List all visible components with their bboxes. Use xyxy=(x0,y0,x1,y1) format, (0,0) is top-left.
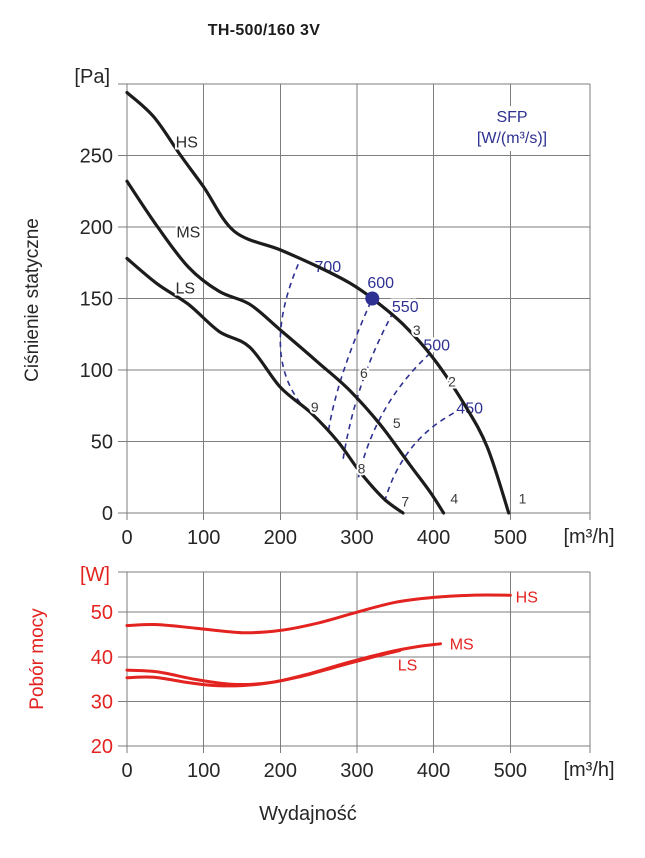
sfp-curve-550 xyxy=(342,313,393,459)
y-tick-label: 40 xyxy=(91,647,113,669)
power-axis-unit: [W] xyxy=(80,564,110,586)
curve-label-HS: HS xyxy=(176,135,198,152)
x-tick-label: 200 xyxy=(264,760,297,782)
sfp-curve-label: 550 xyxy=(392,299,419,316)
y-tick-label: 0 xyxy=(102,503,113,525)
point-label-5: 5 xyxy=(393,415,401,431)
curve-label-LS: LS xyxy=(398,658,418,675)
sfp-curve-600 xyxy=(327,298,374,431)
curve-MS xyxy=(125,642,442,687)
sfp-curve-label: 700 xyxy=(314,259,341,276)
sfp-curve-700 xyxy=(279,260,301,404)
x-tick-label: 300 xyxy=(340,760,373,782)
point-label-4: 4 xyxy=(450,491,458,507)
curve-HS xyxy=(125,90,511,515)
sfp-legend-title: SFP xyxy=(496,109,528,126)
x-tick-label: 500 xyxy=(494,527,527,549)
x-tick-label: 0 xyxy=(121,527,132,549)
y-tick-label: 20 xyxy=(91,736,113,758)
curve-MS xyxy=(125,179,446,515)
curve-LS xyxy=(125,649,402,688)
power-axis-title: Pobór mocy xyxy=(27,608,48,710)
curve-HS xyxy=(125,593,512,635)
x-tick-label: 300 xyxy=(340,527,373,549)
x-tick-label: 400 xyxy=(417,527,450,549)
x-tick-label: 100 xyxy=(187,760,220,782)
curve-label-HS: HS xyxy=(516,589,538,606)
point-label-3: 3 xyxy=(413,322,421,338)
point-label-6: 6 xyxy=(360,365,368,381)
curve-label-LS: LS xyxy=(175,280,195,297)
y-tick-label: 30 xyxy=(91,691,113,713)
curve-label-MS: MS xyxy=(450,636,474,653)
sfp-legend-unit: [W/(m³/s)] xyxy=(476,130,548,148)
y-tick-label: 150 xyxy=(80,289,113,311)
curve-LS xyxy=(125,256,405,515)
sfp-curve-label: 600 xyxy=(367,275,394,292)
pressure-axis-title: Ciśnienie statyczne xyxy=(22,218,43,382)
point-label-2: 2 xyxy=(448,373,456,389)
sfp-legend: SFP [W/(m³/s)] xyxy=(466,106,558,152)
x-tick-label: 100 xyxy=(187,527,220,549)
pressure-axis-unit: [Pa] xyxy=(74,66,110,88)
y-tick-label: 250 xyxy=(80,146,113,168)
x-tick-label: 500 xyxy=(494,760,527,782)
page-title: TH-500/160 3V xyxy=(207,22,321,39)
power-chart: 0 100 200 300 400 500 20 30 40 50 HS MS LS xyxy=(91,571,591,782)
point-label-9: 9 xyxy=(311,399,319,415)
y-tick-label: 100 xyxy=(80,360,113,382)
x-tick-label: 0 xyxy=(121,760,132,782)
flow-axis-title: Wydajność xyxy=(259,803,357,825)
y-tick-label: 200 xyxy=(80,217,113,239)
sfp-curve-450 xyxy=(383,406,467,502)
x-tick-label: 400 xyxy=(417,760,450,782)
power-flow-unit: [m³/h] xyxy=(563,759,615,781)
operating-point-dot xyxy=(365,291,380,306)
y-tick-label: 50 xyxy=(91,602,113,624)
sfp-curve-500 xyxy=(357,353,430,478)
curve-label-MS: MS xyxy=(176,225,200,242)
x-tick-label: 200 xyxy=(264,527,297,549)
pressure-chart: 0 100 200 300 400 500 0 50 100 150 200 250 700 600 550… xyxy=(80,83,591,549)
y-tick-label: 50 xyxy=(91,432,113,454)
point-label-7: 7 xyxy=(401,494,409,510)
pressure-flow-unit: [m³/h] xyxy=(563,526,615,548)
point-label-1: 1 xyxy=(519,491,527,507)
point-label-8: 8 xyxy=(358,461,366,477)
